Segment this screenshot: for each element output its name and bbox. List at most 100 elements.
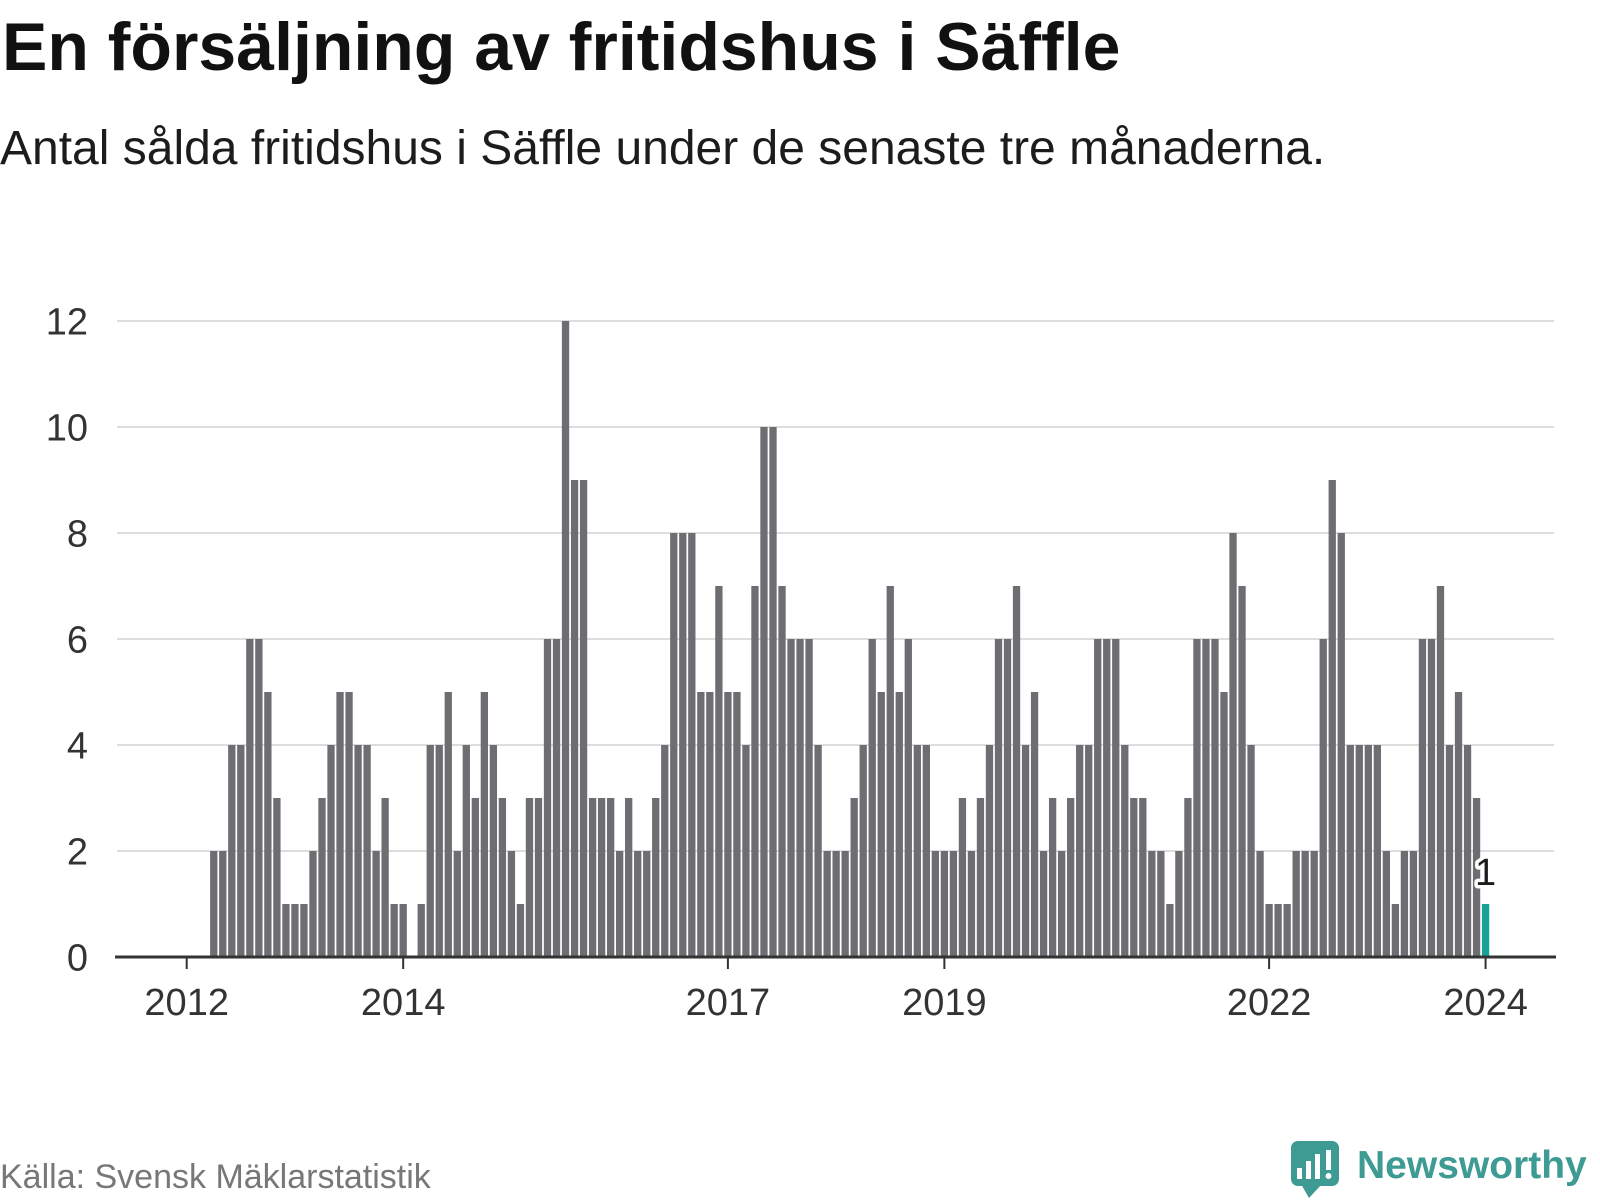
y-tick-label: 0: [67, 938, 88, 980]
bar: [697, 692, 705, 957]
bar: [1166, 904, 1174, 957]
bar-highlight: [1481, 904, 1490, 957]
bar: [1283, 904, 1291, 957]
bar: [769, 427, 777, 957]
bars: [210, 321, 1490, 957]
bar: [1364, 745, 1372, 957]
bar: [922, 745, 930, 957]
bar: [1211, 639, 1219, 957]
bar-value-label: 1: [1475, 852, 1496, 894]
bar: [985, 745, 994, 957]
bar: [1265, 904, 1273, 957]
bar: [787, 639, 795, 957]
bar: [1445, 745, 1454, 957]
bar: [1048, 798, 1057, 957]
bar: [1193, 639, 1201, 957]
bar: [363, 745, 371, 957]
bar: [345, 692, 353, 957]
bar: [597, 798, 606, 957]
y-tick-label: 2: [67, 832, 88, 874]
bar: [1130, 798, 1138, 957]
bar: [489, 745, 498, 957]
newsworthy-logo: Newsworthy: [1291, 1141, 1587, 1198]
bar: [859, 745, 867, 957]
y-tick-label: 12: [46, 302, 88, 344]
x-tick-label: 2014: [361, 982, 446, 1024]
bar: [976, 798, 985, 957]
bar: [1184, 798, 1192, 957]
bar: [282, 904, 290, 957]
bar: [1085, 745, 1093, 957]
bar: [661, 745, 669, 957]
bar: [1391, 904, 1400, 957]
bar: [1039, 851, 1048, 957]
bar: [561, 321, 570, 957]
bar: [1175, 851, 1183, 957]
bar: [1121, 745, 1129, 957]
bar: [1355, 745, 1363, 957]
brand-name: Newsworthy: [1357, 1144, 1587, 1187]
chart-subtitle: Antal sålda fritidshus i Säffle under de…: [0, 122, 1325, 175]
bar: [372, 851, 380, 957]
bar: [228, 745, 236, 957]
bar: [1472, 798, 1481, 957]
bar: [706, 692, 714, 957]
bar: [1003, 639, 1012, 957]
bar: [1454, 692, 1463, 957]
bar: [931, 851, 940, 957]
bar: [643, 851, 651, 957]
chart-title: En försäljning av fritidshus i Säffle: [2, 9, 1120, 85]
bar: [1292, 851, 1300, 957]
bar: [435, 745, 443, 957]
bar: [634, 851, 642, 957]
y-tick-label: 8: [67, 514, 88, 556]
bar: [670, 533, 678, 957]
bar: [760, 427, 768, 957]
bar: [733, 692, 741, 957]
bar: [534, 798, 543, 957]
x-tick-label: 2017: [686, 982, 771, 1024]
bar: [516, 904, 525, 957]
logo-bar-medium: [1306, 1161, 1311, 1179]
bar: [967, 851, 976, 957]
bar: [291, 904, 299, 957]
bar: [904, 639, 912, 957]
bar: [1256, 851, 1264, 957]
bar: [1148, 851, 1156, 957]
bar: [1247, 745, 1255, 957]
y-tick-label: 10: [46, 408, 88, 450]
bar: [1301, 851, 1309, 957]
logo-exclamation-dot: [1325, 1173, 1332, 1179]
bar: [1012, 586, 1021, 957]
bar: [715, 586, 723, 957]
bar: [814, 745, 822, 957]
bar: [1076, 745, 1084, 957]
bar: [940, 851, 949, 957]
bar: [480, 692, 489, 957]
bar: [1202, 639, 1210, 957]
bar: [525, 798, 534, 957]
bar: [796, 639, 804, 957]
bar: [1373, 745, 1381, 957]
bar: [255, 639, 263, 957]
bar: [1418, 639, 1427, 957]
x-tick-label: 2019: [902, 982, 987, 1024]
bar: [1157, 851, 1165, 957]
bar: [679, 533, 687, 957]
bar: [1112, 639, 1120, 957]
bar: [606, 798, 615, 957]
bar: [841, 851, 849, 957]
bar: [913, 745, 921, 957]
bar: [1427, 639, 1436, 957]
bar: [616, 851, 624, 957]
bar: [823, 851, 831, 957]
bar: [688, 533, 696, 957]
bar: [336, 692, 344, 957]
bar: [381, 798, 389, 957]
bar: [588, 798, 597, 957]
source-note: Källa: Svensk Mäklarstatistik: [0, 1158, 432, 1196]
bar: [354, 745, 362, 957]
bar: [453, 851, 461, 957]
